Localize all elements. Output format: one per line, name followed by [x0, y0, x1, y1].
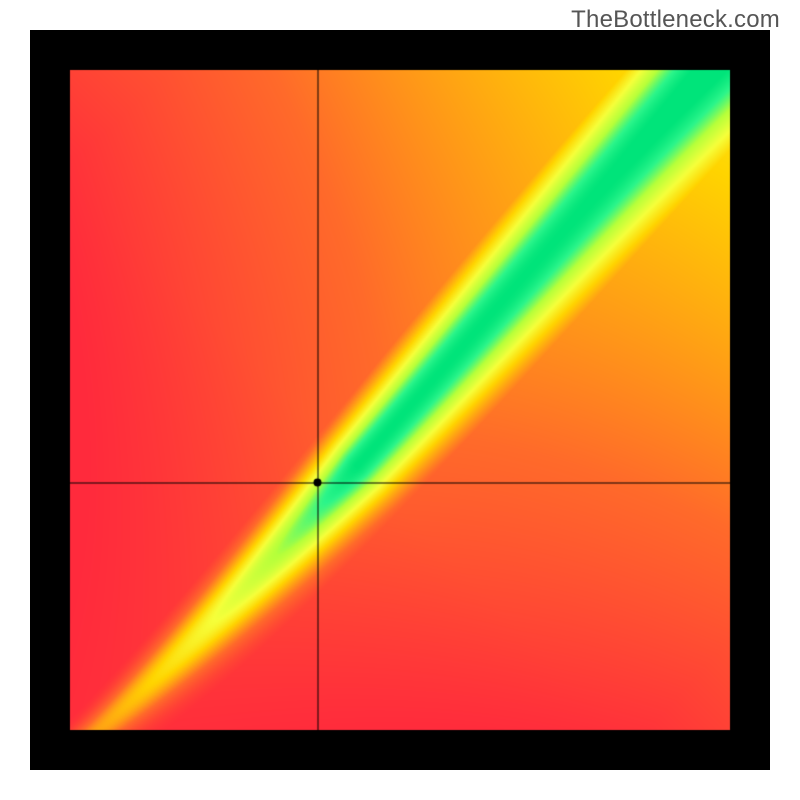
bottleneck-heatmap: [30, 30, 770, 770]
